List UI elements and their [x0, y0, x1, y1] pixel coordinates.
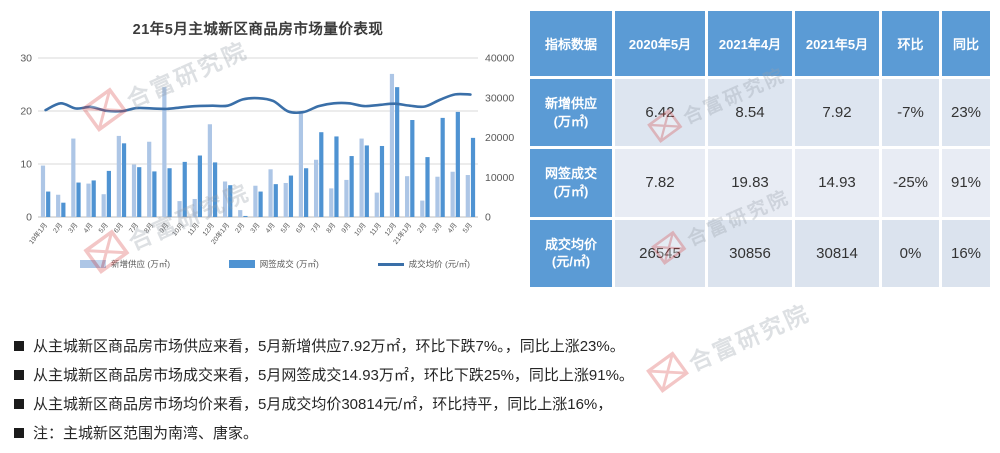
legend-item-deals: 网签成交 (万㎡): [228, 258, 319, 270]
table-header-cell: 同比: [942, 11, 990, 76]
svg-text:3月: 3月: [431, 221, 444, 234]
legend-item-supply: 新增供应 (万㎡): [80, 258, 170, 270]
table-cell: 23%: [942, 79, 990, 147]
svg-text:20: 20: [20, 106, 32, 118]
table-header-cell: 2021年4月: [708, 11, 792, 76]
svg-text:12月: 12月: [201, 221, 216, 237]
svg-text:4月: 4月: [446, 221, 459, 234]
svg-text:12月: 12月: [383, 221, 398, 237]
market-chart-card: 21年5月主城新区商品房市场量价表现 0 10 20 30 0 10000 20000 300…: [8, 6, 523, 291]
table-cell: 14.93: [795, 149, 879, 217]
table-header-cell: 2021年5月: [795, 11, 879, 76]
row-label-unit: (万㎡): [553, 113, 589, 129]
svg-text:9月: 9月: [340, 221, 353, 234]
square-bullet-icon: [14, 341, 24, 351]
table-cell: 8.54: [708, 79, 792, 147]
table-cell: 91%: [942, 149, 990, 217]
svg-text:4月: 4月: [264, 221, 277, 234]
svg-text:9月: 9月: [158, 221, 171, 234]
table-header-cell: 环比: [882, 11, 939, 76]
table-cell: 30856: [708, 219, 792, 287]
svg-text:0: 0: [26, 212, 32, 224]
bullet-text: 从主城新区商品房市场均价来看，5月成交均价30814元/㎡，环比持平，同比上涨1…: [33, 396, 613, 413]
square-bullet-icon: [14, 370, 24, 380]
chart-title: 21年5月主城新区商品房市场量价表现: [132, 22, 384, 38]
table-header-cell: 2020年5月: [615, 11, 705, 76]
svg-text:10: 10: [20, 159, 32, 171]
svg-text:6月: 6月: [112, 221, 125, 234]
table-header-cell: 指标数据: [530, 11, 612, 76]
svg-text:3月: 3月: [249, 221, 262, 234]
table-cell: 7.82: [615, 149, 705, 217]
svg-text:3月: 3月: [67, 221, 80, 234]
table-cell: 30814: [795, 219, 879, 287]
svg-text:2月: 2月: [234, 221, 247, 234]
bullet-item: 注：主城新区范围为南湾、唐家。: [14, 424, 989, 444]
table-cell: -25%: [882, 149, 939, 217]
svg-text:11月: 11月: [368, 221, 383, 237]
row-label-unit: (元/㎡): [551, 254, 591, 270]
svg-text:0: 0: [485, 212, 491, 224]
square-bullet-icon: [14, 399, 24, 409]
table-cell: 19.83: [708, 149, 792, 217]
table-cell: 26545: [615, 219, 705, 287]
svg-text:8月: 8月: [143, 221, 156, 234]
svg-text:10月: 10月: [353, 221, 368, 237]
row-label-text: 新增供应: [544, 96, 597, 112]
kpi-table: 指标数据 2020年5月 2021年4月 2021年5月 环比 同比 新增供应 …: [530, 11, 990, 287]
row-label-unit: (万㎡): [553, 183, 589, 199]
deals-swatch-icon: [228, 260, 255, 268]
svg-text:2月: 2月: [52, 221, 65, 234]
row-label-price: 成交均价 (元/㎡): [530, 219, 612, 287]
legend-label: 新增供应 (万㎡): [111, 259, 171, 269]
svg-text:30000: 30000: [485, 92, 514, 104]
svg-text:11月: 11月: [186, 221, 201, 237]
legend-label: 成交均价 (元/㎡): [408, 259, 470, 269]
svg-text:40000: 40000: [485, 53, 514, 65]
svg-text:30: 30: [20, 53, 32, 65]
chart-legend: 新增供应 (万㎡) 网签成交 (万㎡) 成交均价 (元/㎡): [80, 258, 470, 270]
bullet-item: 从主城新区商品房市场均价来看，5月成交均价30814元/㎡，环比持平，同比上涨1…: [14, 395, 989, 415]
svg-text:5月: 5月: [279, 221, 292, 234]
svg-text:5月: 5月: [461, 221, 474, 234]
square-bullet-icon: [14, 428, 24, 438]
svg-text:8月: 8月: [325, 221, 338, 234]
bullet-item: 从主城新区商品房市场供应来看，5月新增供应7.92万㎡，环比下跌7%。，同比上涨…: [14, 337, 989, 357]
svg-text:2月: 2月: [416, 221, 429, 234]
row-label-text: 成交均价: [544, 236, 597, 252]
row-label-deals: 网签成交 (万㎡): [530, 149, 612, 217]
legend-label: 网签成交 (万㎡): [259, 259, 319, 269]
bullet-text: 从主城新区商品房市场成交来看，5月网签成交14.93万㎡，环比下跌25%，同比上…: [33, 367, 634, 384]
supply-swatch-icon: [80, 260, 106, 268]
svg-text:19年1月: 19年1月: [27, 221, 49, 246]
price-line-swatch-icon: [377, 262, 404, 266]
svg-text:10月: 10月: [171, 221, 186, 237]
row-label-text: 网签成交: [544, 166, 597, 182]
summary-bullets: 从主城新区商品房市场供应来看，5月新增供应7.92万㎡，环比下跌7%。，同比上涨…: [14, 337, 989, 453]
table-cell: 6.42: [615, 79, 705, 147]
bullet-item: 从主城新区商品房市场成交来看，5月网签成交14.93万㎡，环比下跌25%，同比上…: [14, 366, 989, 386]
bullet-text: 注：主城新区范围为南湾、唐家。: [33, 425, 259, 442]
table-cell: 16%: [942, 219, 990, 287]
svg-text:7月: 7月: [127, 221, 140, 234]
bullet-text: 从主城新区商品房市场供应来看，5月新增供应7.92万㎡，环比下跌7%。，同比上涨…: [33, 338, 625, 355]
svg-text:6月: 6月: [294, 221, 307, 234]
table-cell: 7.92: [795, 79, 879, 147]
svg-text:20000: 20000: [485, 132, 514, 144]
table-cell: 0%: [882, 219, 939, 287]
svg-text:5月: 5月: [97, 221, 110, 234]
table-cell: -7%: [882, 79, 939, 147]
svg-text:10000: 10000: [485, 172, 514, 184]
legend-item-price: 成交均价 (元/㎡): [377, 258, 470, 270]
svg-text:4月: 4月: [82, 221, 95, 234]
svg-text:7月: 7月: [309, 221, 322, 234]
row-label-supply: 新增供应 (万㎡): [530, 79, 612, 147]
